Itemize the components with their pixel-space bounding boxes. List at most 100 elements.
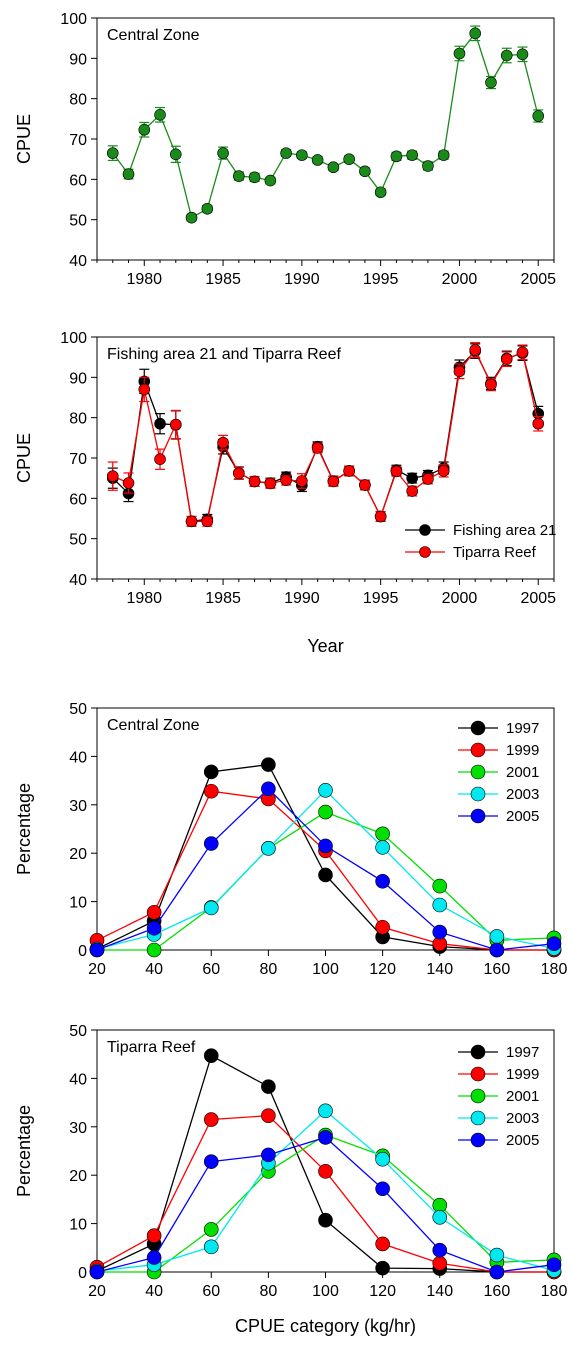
- legend-swatch-marker: [470, 808, 486, 824]
- x-tick-label: 80: [259, 961, 277, 978]
- x-tick-label: 100: [312, 961, 339, 978]
- series-2005: [89, 781, 562, 958]
- data-point: [318, 782, 333, 798]
- x-tick-label: 80: [259, 1283, 277, 1300]
- x-tick-label: 20: [88, 1283, 106, 1300]
- data-point: [203, 836, 219, 851]
- data-point: [203, 764, 219, 780]
- legend-swatch-marker: [470, 720, 486, 736]
- series-2005: [89, 1130, 562, 1280]
- y-tick-label: 40: [69, 749, 87, 766]
- data-point: [261, 1108, 276, 1123]
- x-tick-label: 120: [369, 1283, 396, 1300]
- data-point: [516, 48, 529, 61]
- y-tick-label: 50: [69, 1023, 87, 1040]
- panel-3: 0 10 20 30 40 50 20 40 60 80 100 120 140 160 180 Percen…: [14, 701, 567, 978]
- data-point: [146, 1250, 162, 1265]
- legend-swatch-marker: [470, 764, 486, 780]
- data-point: [201, 202, 214, 215]
- data-point: [318, 1164, 333, 1179]
- series-line: [112, 349, 539, 523]
- legend-swatch-marker: [470, 742, 486, 758]
- x-axis-title: Year: [307, 636, 343, 656]
- data-point: [374, 510, 387, 523]
- x-tick-label: 1995: [363, 590, 399, 607]
- data-point: [390, 465, 403, 478]
- data-point: [203, 1112, 219, 1127]
- panel-label: Central Zone: [107, 717, 200, 734]
- panel-4: 0 10 20 30 40 50 20 40 60 80 100 120 140 160 180 Percen…: [14, 1023, 567, 1336]
- y-tick-label: 40: [69, 1071, 87, 1088]
- data-point: [185, 515, 198, 528]
- data-point: [146, 1228, 162, 1243]
- y-axis-title: CPUE: [14, 433, 34, 483]
- data-point: [432, 1210, 448, 1225]
- x-tick-label: 140: [426, 961, 453, 978]
- data-point: [203, 900, 219, 916]
- data-point: [154, 109, 166, 121]
- data-point: [359, 479, 371, 491]
- data-point: [318, 804, 333, 820]
- y-tick-label: 0: [78, 1265, 87, 1282]
- data-point: [469, 27, 482, 40]
- legend-label: 2001: [506, 1088, 539, 1105]
- plot-frame: [96, 707, 555, 951]
- data-point: [138, 123, 151, 136]
- data-point: [485, 76, 497, 89]
- x-tick-label: 20: [88, 961, 106, 978]
- y-tick-label: 10: [69, 895, 87, 912]
- data-point: [261, 841, 276, 856]
- y-axis-title: Percentage: [14, 1105, 34, 1197]
- legend-swatch-marker: [470, 1044, 486, 1060]
- legend-label: 2003: [506, 1110, 539, 1127]
- panel-2: 40 50 60 70 80 90 100 1980 1985 1990 1995 2000 2005 C…: [14, 330, 556, 656]
- y-tick-label: 90: [69, 51, 87, 68]
- data-point: [203, 1154, 219, 1169]
- y-tick-label: 0: [78, 943, 87, 960]
- y-tick-label: 70: [69, 451, 87, 468]
- data-point: [406, 485, 418, 497]
- data-point: [546, 936, 562, 952]
- x-tick-label: 140: [426, 1283, 453, 1300]
- data-point: [233, 170, 245, 182]
- data-point: [318, 1103, 333, 1119]
- series-line: [112, 31, 539, 219]
- data-point: [375, 1236, 390, 1252]
- data-point: [327, 475, 340, 488]
- legend-swatch-marker: [419, 524, 431, 536]
- x-tick-label: 180: [541, 961, 568, 978]
- legend-label: Tiparra Reef: [453, 544, 537, 561]
- y-tick-label: 60: [69, 172, 87, 189]
- data-point: [264, 477, 277, 490]
- data-point: [203, 783, 219, 799]
- data-point: [489, 1247, 505, 1263]
- data-point: [375, 1260, 390, 1276]
- data-point: [453, 365, 466, 378]
- y-tick-label: 80: [69, 92, 87, 109]
- panel-label: Fishing area 21 and Tiparra Reef: [107, 346, 341, 363]
- y-tick-label: 80: [69, 411, 87, 428]
- data-point: [516, 346, 529, 359]
- legend-label: 2001: [506, 764, 539, 781]
- data-point: [106, 470, 119, 482]
- legend-label: 1997: [506, 720, 539, 737]
- y-tick-label: 50: [69, 532, 87, 549]
- y-axis-title: CPUE: [14, 114, 34, 164]
- data-point: [261, 1079, 276, 1094]
- data-point: [203, 1222, 219, 1237]
- data-point: [261, 757, 276, 772]
- y-tick-label: 50: [69, 701, 87, 718]
- data-point: [248, 171, 261, 184]
- data-point: [106, 147, 119, 159]
- data-point: [296, 149, 308, 161]
- data-point: [217, 436, 229, 449]
- data-point: [500, 353, 513, 365]
- data-point: [406, 149, 418, 161]
- data-point: [437, 149, 450, 161]
- data-point: [203, 1048, 219, 1063]
- data-point: [406, 472, 418, 484]
- x-tick-label: 1990: [284, 271, 320, 288]
- data-point: [375, 826, 390, 842]
- panel-label: Central Zone: [107, 27, 200, 44]
- y-tick-label: 40: [69, 572, 87, 589]
